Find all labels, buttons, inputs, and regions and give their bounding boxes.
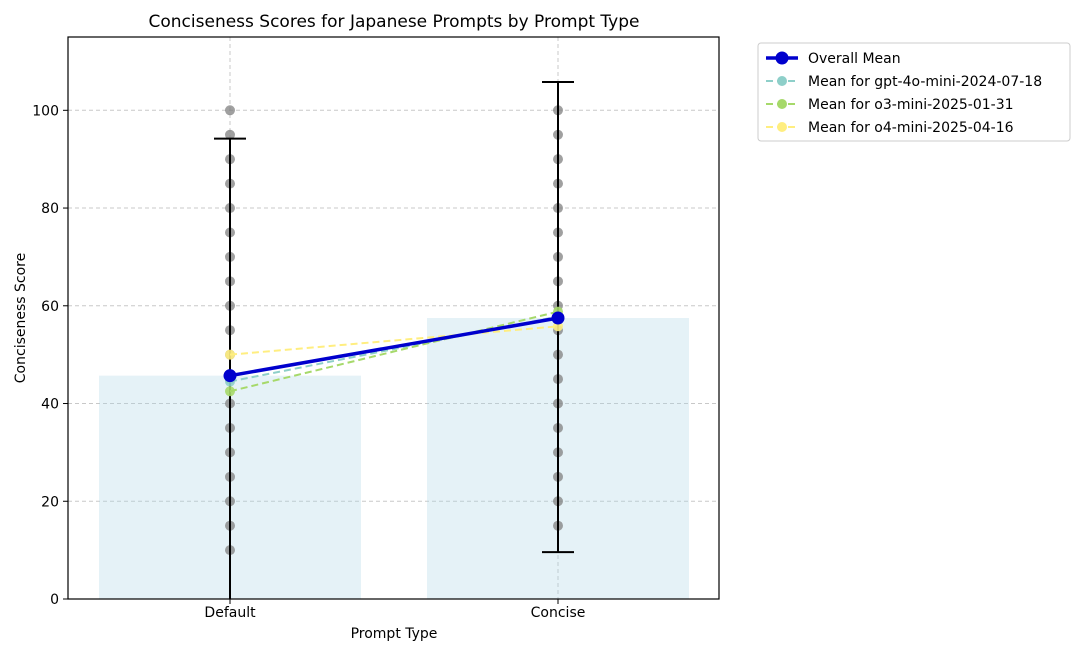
legend-label: Overall Mean [808, 51, 901, 67]
y-tick-label: 100 [32, 103, 59, 119]
legend-marker [777, 99, 787, 109]
scatter-points [225, 105, 563, 556]
series-marker [223, 369, 237, 383]
series-marker [225, 349, 235, 360]
y-axis-label: Conciseness Score [13, 253, 29, 383]
series-marker [225, 386, 235, 397]
y-tick-label: 0 [50, 592, 59, 608]
plot-frame [67, 36, 720, 600]
legend-label: Mean for o3-mini-2025-01-31 [808, 97, 1014, 113]
y-tick-label: 80 [41, 201, 59, 217]
data-point [225, 129, 235, 140]
x-tick-label: Concise [531, 605, 586, 621]
y-tick-label: 60 [41, 299, 59, 315]
x-axis-label: Prompt Type [351, 626, 438, 642]
mean-lines [223, 306, 565, 397]
legend-entries: Overall Mean Mean for gpt-4o-mini-2024-07… [766, 51, 1042, 136]
x-axis-ticks: Default Concise [204, 599, 585, 621]
data-point [225, 105, 235, 116]
legend-label: Mean for gpt-4o-mini-2024-07-18 [808, 74, 1042, 90]
y-tick-label: 40 [41, 397, 59, 413]
legend-box [757, 42, 1071, 142]
x-tick-label: Default [204, 605, 256, 621]
legend-label: Mean for o4-mini-2025-04-16 [808, 120, 1014, 136]
chart-title: Conciseness Scores for Japanese Prompts … [149, 12, 640, 32]
series-line [229, 316, 559, 378]
legend-marker [775, 51, 789, 65]
legend: Overall Mean Mean for gpt-4o-mini-2024-07… [757, 42, 1071, 142]
series-line [229, 310, 559, 393]
y-axis-ticks: 0 20 40 60 80 100 [32, 103, 68, 608]
y-tick-label: 20 [41, 494, 59, 510]
series-marker [551, 311, 565, 325]
legend-marker [777, 122, 787, 132]
legend-marker [777, 76, 787, 86]
